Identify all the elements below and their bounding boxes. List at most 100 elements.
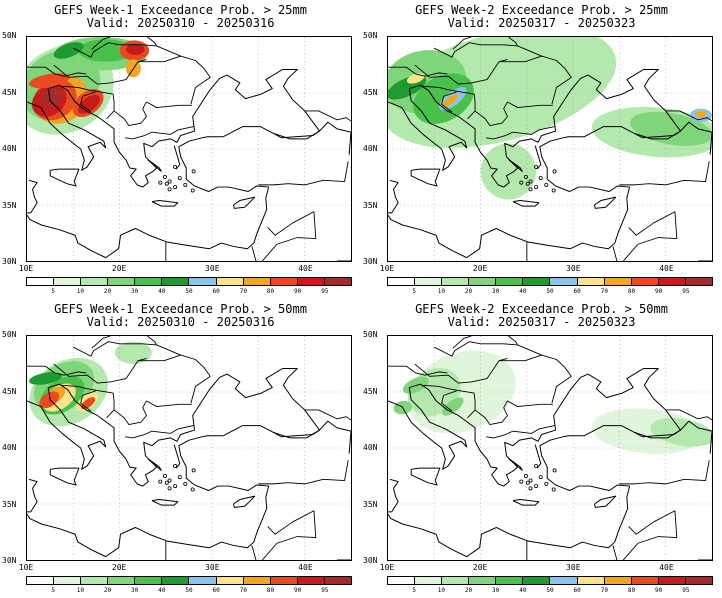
country-border xyxy=(91,37,111,50)
country-border xyxy=(53,357,147,384)
colorbar-swatch xyxy=(270,278,298,285)
colorbar-swatch xyxy=(631,577,659,584)
colorbar-swatch xyxy=(135,577,163,584)
lon-tick-label: 40E xyxy=(298,264,313,273)
probability-field xyxy=(388,37,712,200)
lon-tick-label: 10E xyxy=(18,563,34,572)
colorbar-swatch xyxy=(27,577,55,584)
colorbar-label: 40 xyxy=(519,587,527,594)
country-border xyxy=(441,390,457,412)
colorbar-swatch xyxy=(297,278,325,285)
colorbar-label: 95 xyxy=(321,587,329,594)
country-border xyxy=(499,55,572,105)
island xyxy=(528,486,533,491)
country-border xyxy=(508,37,518,47)
country-border xyxy=(441,91,457,113)
lat-tick-label: 30N xyxy=(363,257,378,266)
colorbar-label: 90 xyxy=(655,587,663,594)
colorbar-label: 5 xyxy=(412,288,416,295)
colorbar-swatch xyxy=(415,577,443,584)
island xyxy=(173,463,178,468)
colorbar-label: 10 xyxy=(76,587,84,594)
island xyxy=(173,164,178,169)
country-border xyxy=(147,336,157,346)
colorbar-label: 70 xyxy=(239,288,247,295)
lon-tick-label: 40E xyxy=(659,563,674,572)
colorbar-label: 10 xyxy=(437,288,445,295)
lon-tick-label: 20E xyxy=(472,264,488,273)
country-border xyxy=(619,460,710,485)
coastline xyxy=(388,368,681,558)
map-panel-w1-25: GEFS Week-1 Exceedance Prob. > 25mm Valid… xyxy=(0,0,361,299)
probability-contour xyxy=(126,43,145,55)
colorbar xyxy=(26,277,352,286)
island xyxy=(519,479,524,484)
colorbar-swatch xyxy=(469,278,497,285)
colorbar-label: 60 xyxy=(573,587,581,594)
island xyxy=(167,478,172,483)
colorbar-swatch xyxy=(324,577,351,584)
island xyxy=(173,484,178,489)
colorbar-label: 30 xyxy=(131,288,139,295)
coastline xyxy=(27,179,38,214)
colorbar-swatch xyxy=(81,278,109,285)
coastline xyxy=(512,499,540,506)
map-svg xyxy=(388,336,712,560)
lat-tick-label: 50N xyxy=(2,31,17,40)
colorbar-label: 90 xyxy=(655,288,663,295)
coastline xyxy=(27,69,320,259)
panel-valid-dates: Valid: 20250317 - 20250323 xyxy=(447,16,636,30)
lat-tick-label: 30N xyxy=(2,257,17,266)
coastlines-borders xyxy=(27,37,351,261)
probability-field xyxy=(29,341,152,427)
colorbar-swatch xyxy=(108,577,136,584)
country-border xyxy=(388,365,448,376)
lat-tick-label: 35N xyxy=(2,499,17,509)
country-border xyxy=(125,126,194,140)
coastline xyxy=(508,159,523,172)
colorbar-label: 30 xyxy=(131,587,139,594)
coastline xyxy=(410,168,441,187)
island xyxy=(534,185,539,190)
colorbar-swatch xyxy=(496,577,524,584)
island xyxy=(164,480,169,485)
island xyxy=(523,474,528,478)
country-border xyxy=(304,409,351,421)
colorbar-swatch xyxy=(415,278,443,285)
colorbar-label: 60 xyxy=(573,288,581,295)
colorbar-label: 60 xyxy=(212,587,220,594)
country-border xyxy=(414,58,508,85)
lon-tick-label: 20E xyxy=(111,264,127,273)
island xyxy=(158,180,163,185)
coastline xyxy=(593,196,617,209)
colorbar-swatch xyxy=(685,577,712,584)
colorbar-swatch xyxy=(550,278,578,285)
country-border xyxy=(507,101,553,109)
lon-tick-label: 30E xyxy=(566,264,581,273)
island xyxy=(164,181,169,186)
colorbar-label: 40 xyxy=(158,587,166,594)
colorbar-label: 80 xyxy=(627,587,636,594)
country-border xyxy=(304,110,351,122)
coastline xyxy=(388,69,681,259)
island xyxy=(190,487,195,492)
island xyxy=(191,169,196,174)
lat-tick-label: 50N xyxy=(2,330,17,339)
island xyxy=(177,176,182,181)
island xyxy=(538,176,543,181)
colorbar-swatch xyxy=(297,577,325,584)
island xyxy=(528,478,533,483)
probability-contour xyxy=(406,73,425,84)
country-border xyxy=(508,336,518,346)
colorbar-swatch xyxy=(604,278,632,285)
lat-tick-label: 50N xyxy=(363,31,378,40)
colorbar-swatch xyxy=(577,278,605,285)
coastline xyxy=(388,478,399,513)
map-panel-w2-25: GEFS Week-2 Exceedance Prob. > 25mm Valid… xyxy=(361,0,722,299)
colorbar-swatch xyxy=(388,278,416,285)
coastline xyxy=(273,420,351,438)
coastline xyxy=(709,431,712,454)
map-area xyxy=(26,335,352,561)
country-border xyxy=(622,211,678,261)
country-border xyxy=(665,409,712,421)
